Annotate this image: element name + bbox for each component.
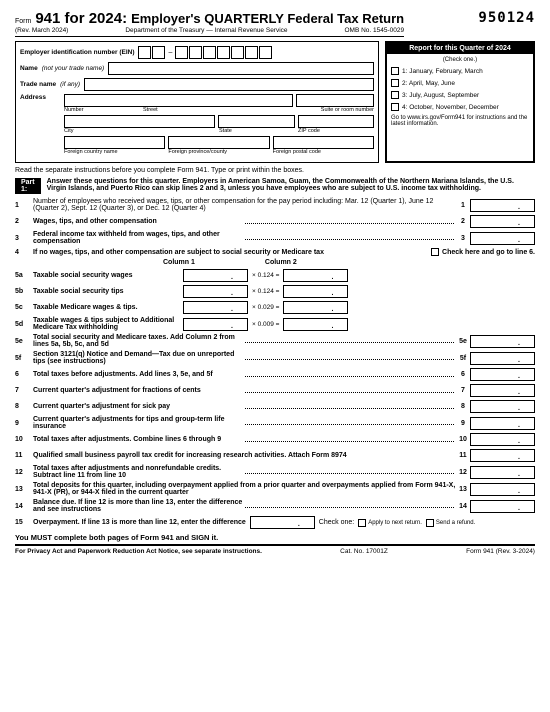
line1-text: Number of employees who received wages, … bbox=[33, 198, 456, 212]
line1-input[interactable] bbox=[470, 199, 535, 212]
trade-input[interactable] bbox=[84, 78, 374, 91]
line15-input[interactable] bbox=[250, 516, 315, 529]
main-title: Employer's QUARTERLY Federal Tax Return bbox=[131, 11, 404, 26]
line7-input[interactable] bbox=[470, 384, 535, 397]
state-input[interactable] bbox=[218, 115, 295, 128]
rb-title: Report for this Quarter of 2024 bbox=[387, 43, 533, 54]
line13-input[interactable] bbox=[470, 483, 535, 496]
zip-input[interactable] bbox=[298, 115, 375, 128]
line5f-input[interactable] bbox=[470, 352, 535, 365]
q1-checkbox[interactable] bbox=[391, 67, 399, 75]
line14-input[interactable] bbox=[470, 500, 535, 513]
city-input[interactable] bbox=[64, 115, 215, 128]
barcode: 950124 bbox=[478, 10, 535, 26]
name-input[interactable] bbox=[108, 62, 374, 75]
cat-no: Cat. No. 17001Z bbox=[340, 548, 388, 555]
employer-box: Employer identification number (EIN) – N… bbox=[15, 41, 379, 163]
header: Form 941 for 2024: Employer's QUARTERLY … bbox=[15, 10, 535, 37]
line5d-col2[interactable] bbox=[283, 318, 348, 331]
line5a-col2[interactable] bbox=[283, 269, 348, 282]
line9-input[interactable] bbox=[470, 417, 535, 430]
q4-checkbox[interactable] bbox=[391, 103, 399, 111]
footer-note: You MUST complete both pages of Form 941… bbox=[15, 533, 535, 546]
line8-input[interactable] bbox=[470, 400, 535, 413]
line5e-input[interactable] bbox=[470, 335, 535, 348]
form-rev: Form 941 (Rev. 3-2024) bbox=[466, 548, 535, 555]
line11-input[interactable] bbox=[470, 449, 535, 462]
part1-label: Part 1: bbox=[15, 178, 41, 194]
line12-input[interactable] bbox=[470, 466, 535, 479]
part1-text: Answer these questions for this quarter.… bbox=[47, 178, 535, 194]
name-label: Name bbox=[20, 65, 38, 72]
line5a-col1[interactable] bbox=[183, 269, 248, 282]
address-label: Address bbox=[20, 94, 60, 101]
fprov-input[interactable] bbox=[168, 136, 269, 149]
name-note: (not your trade name) bbox=[42, 65, 105, 72]
omb: OMB No. 1545-0029 bbox=[345, 27, 405, 34]
instruct: Read the separate instructions before yo… bbox=[15, 167, 535, 174]
ein-label: Employer identification number (EIN) bbox=[20, 49, 134, 56]
apply-checkbox[interactable] bbox=[358, 519, 366, 527]
rev: (Rev. March 2024) bbox=[15, 27, 68, 34]
line5b-col2[interactable] bbox=[283, 285, 348, 298]
report-quarter-box: Report for this Quarter of 2024 (Check o… bbox=[385, 41, 535, 163]
street-input[interactable] bbox=[64, 94, 293, 107]
form-number: 941 for 2024: bbox=[35, 10, 127, 27]
rb-check: (Check one.) bbox=[391, 57, 529, 63]
dept: Department of the Treasury — Internal Re… bbox=[125, 27, 287, 34]
q3-checkbox[interactable] bbox=[391, 91, 399, 99]
fpostal-input[interactable] bbox=[273, 136, 374, 149]
suite-input[interactable] bbox=[296, 94, 374, 107]
trade-note: (if any) bbox=[60, 81, 80, 88]
form-small: Form bbox=[15, 18, 31, 25]
line5c-col1[interactable] bbox=[183, 301, 248, 314]
line10-input[interactable] bbox=[470, 433, 535, 446]
line5c-col2[interactable] bbox=[283, 301, 348, 314]
line4-checkbox[interactable] bbox=[431, 248, 439, 256]
q2-checkbox[interactable] bbox=[391, 79, 399, 87]
line5d-col1[interactable] bbox=[183, 318, 248, 331]
line3-input[interactable] bbox=[470, 232, 535, 245]
privacy: For Privacy Act and Paperwork Reduction … bbox=[15, 548, 262, 555]
fcountry-input[interactable] bbox=[64, 136, 165, 149]
refund-checkbox[interactable] bbox=[426, 519, 434, 527]
line6-input[interactable] bbox=[470, 368, 535, 381]
goto-text: Go to www.irs.gov/Form941 for instructio… bbox=[391, 115, 529, 127]
ein-input[interactable]: – bbox=[138, 46, 272, 59]
trade-label: Trade name bbox=[20, 81, 56, 88]
line2-input[interactable] bbox=[470, 215, 535, 228]
line5b-col1[interactable] bbox=[183, 285, 248, 298]
